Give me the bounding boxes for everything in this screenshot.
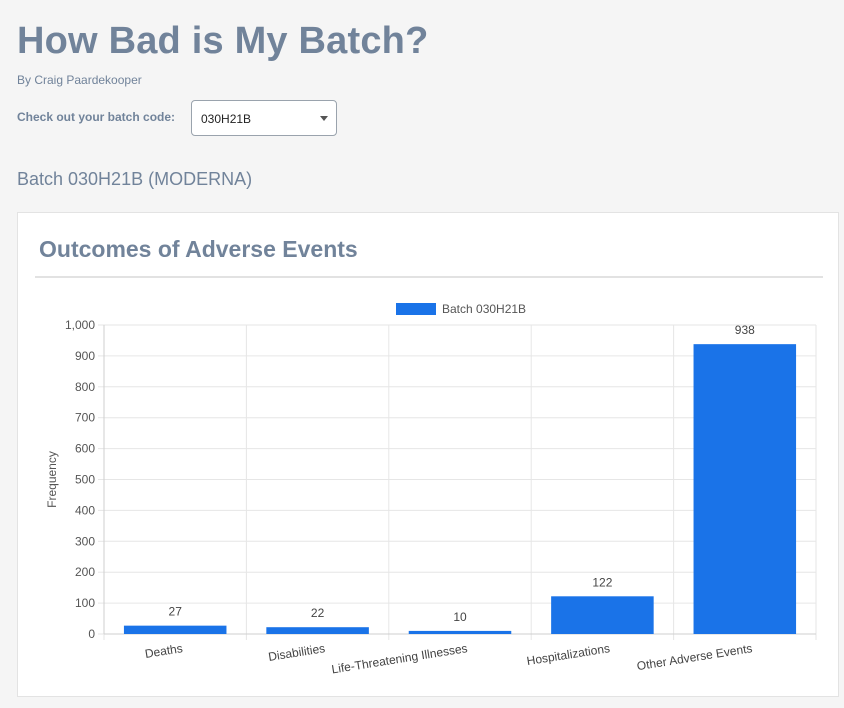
bar-other-adverse-events [693, 344, 797, 634]
bar-hospitalizations [551, 596, 654, 634]
card-divider [35, 276, 823, 278]
y-tick-label: 800 [75, 380, 95, 394]
bar-deaths [123, 625, 227, 634]
y-axis-title: Frequency [45, 451, 59, 508]
batch-code-select-value: 030H21B [201, 112, 252, 126]
x-tick-label: Life-Threatening Illnesses [331, 641, 469, 676]
y-tick-label: 300 [75, 534, 95, 548]
author-byline: By Craig Paardekooper [17, 73, 142, 87]
legend-swatch [396, 303, 436, 315]
card-title: Outcomes of Adverse Events [39, 236, 358, 262]
y-tick-label: 400 [75, 503, 95, 517]
page-title: How Bad is My Batch? [17, 20, 429, 62]
batch-code-label: Check out your batch code: [17, 110, 176, 124]
batch-heading: Batch 030H21B (MODERNA) [17, 169, 253, 189]
y-tick-label: 600 [75, 442, 95, 456]
y-tick-label: 900 [75, 349, 95, 363]
x-tick-label: Disabilities [267, 641, 326, 664]
bar-life-threatening-illnesses [408, 630, 512, 634]
data-label: 27 [169, 605, 183, 619]
legend-label: Batch 030H21B [442, 302, 526, 316]
outcomes-card: Outcomes of Adverse Events 0 100 200 300 400… [17, 212, 839, 697]
data-label: 122 [592, 575, 612, 589]
y-tick-label: 100 [75, 596, 95, 610]
x-tick-label: Deaths [144, 641, 184, 661]
batch-code-select[interactable]: 030H21B [191, 100, 337, 136]
y-tick-label: 0 [88, 627, 95, 641]
bar-disabilities [266, 627, 369, 634]
y-tick-label: 200 [75, 565, 95, 579]
adverse-events-bar-chart: 0 100 200 300 400 500 600 700 800 900 1,000 27 Death… [45, 302, 817, 676]
data-label: 10 [453, 610, 467, 624]
x-tick-label: Other Adverse Events [636, 641, 753, 673]
chevron-down-icon [320, 116, 328, 121]
data-label: 22 [311, 606, 325, 620]
y-tick-label: 700 [75, 411, 95, 425]
x-tick-label: Hospitalizations [526, 641, 611, 668]
data-label: 938 [735, 323, 755, 337]
y-tick-label: 500 [75, 473, 95, 487]
y-tick-label: 1,000 [65, 318, 95, 332]
